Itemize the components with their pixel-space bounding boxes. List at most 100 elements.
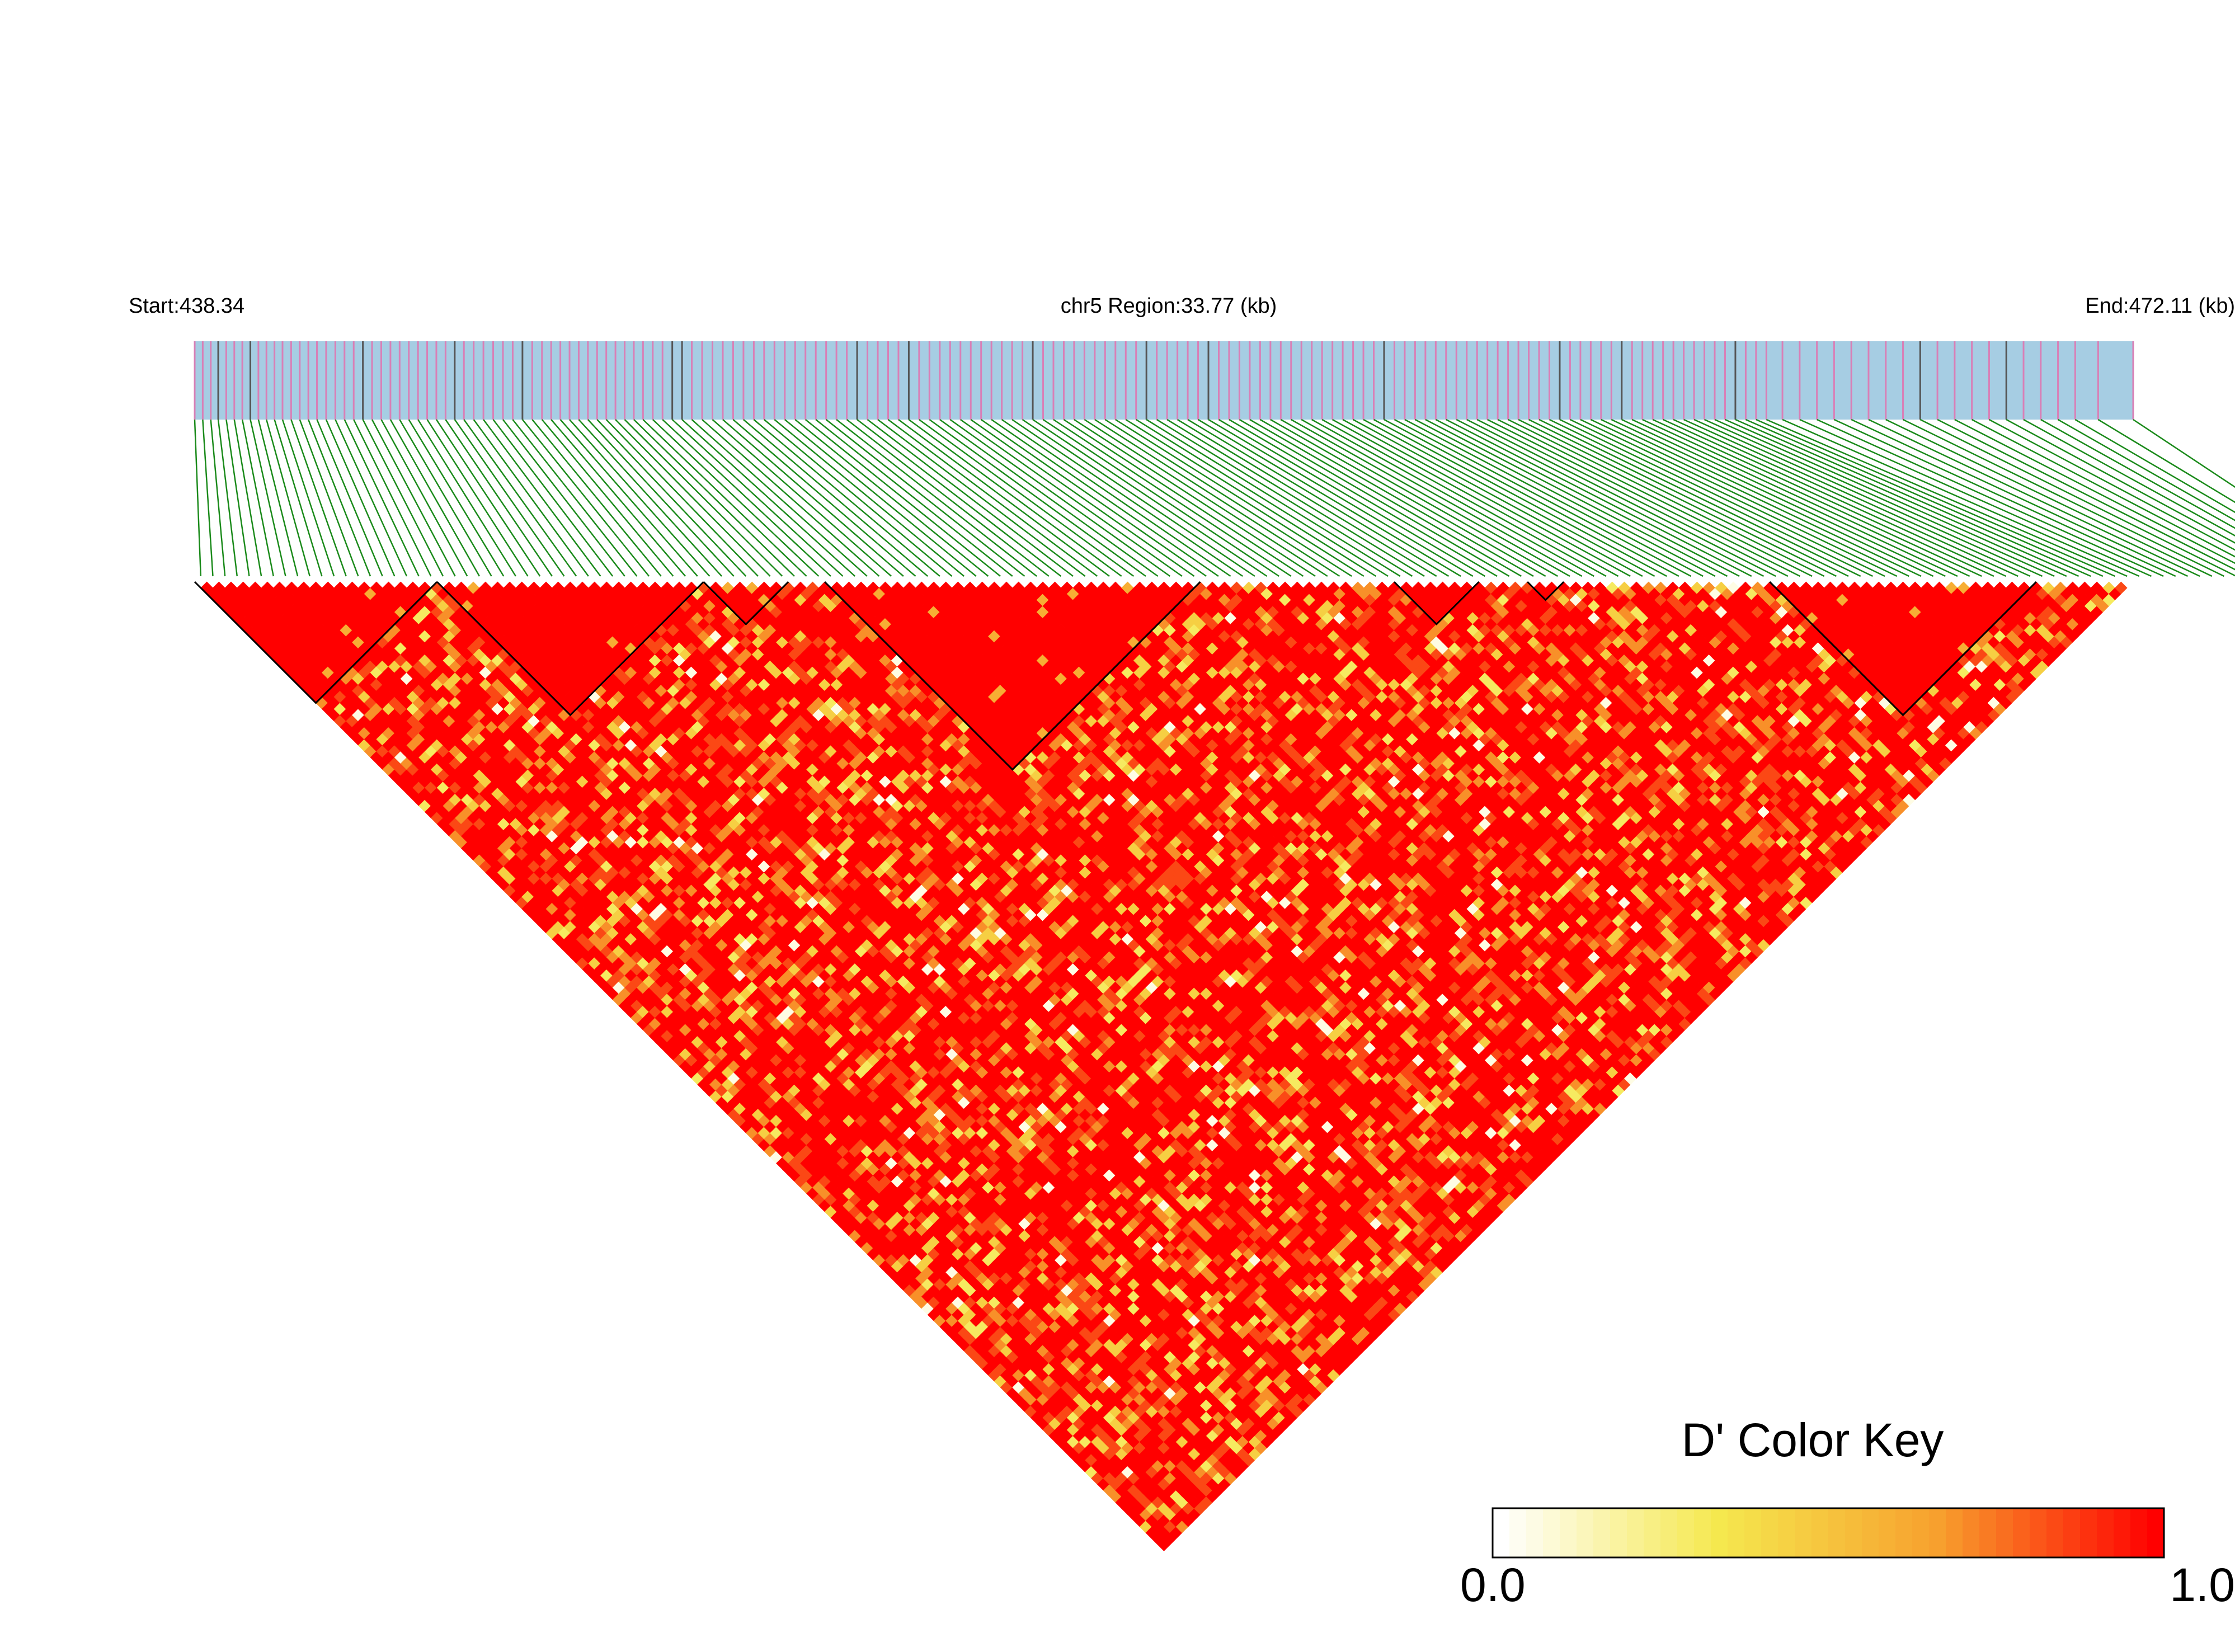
snp-connector bbox=[1919, 418, 2235, 577]
snp-connector bbox=[753, 419, 940, 577]
snp-connector bbox=[473, 419, 589, 577]
snp-connector bbox=[1508, 418, 1825, 577]
snp-connector bbox=[722, 419, 904, 577]
snp-connector bbox=[970, 418, 1195, 577]
snp-connector bbox=[929, 418, 1146, 577]
snp-connector bbox=[980, 418, 1207, 577]
snp-connector bbox=[426, 419, 529, 577]
snp-connector bbox=[1435, 418, 1740, 577]
snp-connector bbox=[702, 419, 880, 577]
snp-connector bbox=[1373, 418, 1667, 577]
snp-connector bbox=[1621, 418, 1958, 577]
snp-connector bbox=[225, 419, 250, 577]
snp-connector bbox=[1885, 418, 2213, 577]
snp-connector bbox=[1177, 418, 1437, 577]
snp-connector bbox=[1903, 418, 2224, 577]
snp-connector bbox=[492, 419, 614, 577]
snp-connector bbox=[1239, 418, 1510, 577]
snp-connector bbox=[949, 418, 1171, 577]
snp-connector bbox=[1363, 418, 1655, 577]
snp-connector bbox=[1125, 418, 1377, 577]
snp-connector bbox=[1094, 418, 1340, 577]
snp-connector bbox=[1166, 418, 1425, 577]
snp-connector bbox=[1580, 418, 1909, 577]
snp-connector bbox=[662, 419, 831, 577]
snp-connector bbox=[307, 419, 371, 577]
snp-connector bbox=[1611, 418, 1946, 577]
snp-connector bbox=[615, 419, 771, 577]
snp-connector bbox=[1631, 418, 1970, 577]
snp-connector bbox=[2074, 418, 2235, 514]
snp-connector bbox=[764, 419, 953, 577]
snp-connector bbox=[250, 419, 286, 577]
snp-connector-lines bbox=[194, 418, 2235, 577]
snp-connector bbox=[463, 419, 577, 577]
snp-connector bbox=[1042, 418, 1279, 577]
snp-connector bbox=[233, 419, 262, 577]
snp-connector bbox=[2097, 418, 2235, 503]
snp-connector bbox=[681, 419, 856, 577]
snp-connector bbox=[1342, 418, 1631, 577]
snp-connector bbox=[1063, 418, 1304, 577]
snp-connector bbox=[1799, 418, 2152, 577]
snp-connector bbox=[344, 419, 420, 577]
snp-connector bbox=[596, 419, 747, 577]
snp-connector bbox=[2006, 418, 2235, 544]
snp-connector bbox=[1782, 418, 2140, 577]
snp-connector bbox=[380, 419, 468, 577]
snp-connector bbox=[1971, 418, 2235, 558]
snp-connector bbox=[1756, 418, 2116, 577]
snp-connector bbox=[1208, 418, 1474, 577]
snp-connector bbox=[502, 419, 625, 577]
track-background bbox=[195, 341, 2133, 420]
snp-connector bbox=[743, 419, 929, 577]
snp-connector bbox=[559, 419, 698, 577]
snp-connector bbox=[624, 419, 783, 577]
snp-connector bbox=[1446, 418, 1752, 577]
snp-connector bbox=[1988, 418, 2235, 551]
snp-connector bbox=[1187, 418, 1450, 577]
snp-connector bbox=[325, 419, 396, 577]
snp-connector bbox=[274, 419, 323, 577]
snp-connector bbox=[1311, 418, 1594, 577]
snp-connector bbox=[1249, 418, 1522, 577]
snp-connector bbox=[784, 419, 977, 577]
snp-connector bbox=[1280, 418, 1558, 577]
snp-connector bbox=[1229, 418, 1498, 577]
snp-connector bbox=[1724, 418, 2079, 577]
snp-connector bbox=[1549, 418, 1873, 577]
snp-connector bbox=[774, 419, 964, 577]
snp-connector bbox=[898, 418, 1110, 577]
snp-connector bbox=[1001, 418, 1231, 577]
snp-connector bbox=[1714, 418, 2067, 577]
snp-connector bbox=[825, 419, 1025, 577]
snp-connector bbox=[1954, 418, 2235, 564]
snp-connector bbox=[1011, 418, 1243, 577]
snp-connector bbox=[1456, 418, 1765, 577]
snp-connector bbox=[399, 419, 492, 577]
snp-connector bbox=[1332, 418, 1619, 577]
snp-connector bbox=[1590, 418, 1922, 577]
snp-connector bbox=[908, 418, 1122, 577]
snp-connector bbox=[1673, 418, 2018, 577]
snp-connector bbox=[919, 418, 1135, 577]
snp-connector bbox=[1074, 418, 1316, 577]
snp-connector bbox=[732, 419, 916, 577]
snp-connector bbox=[691, 419, 868, 577]
snp-connector bbox=[1301, 418, 1583, 577]
snp-connector bbox=[1394, 418, 1692, 577]
snp-connector bbox=[550, 419, 686, 577]
snp-connector bbox=[335, 419, 408, 577]
snp-connector bbox=[642, 419, 807, 577]
snp-connector bbox=[804, 419, 1001, 577]
snp-connector bbox=[217, 419, 238, 577]
snp-connector bbox=[1146, 418, 1401, 577]
snp-connector bbox=[281, 419, 335, 577]
snp-connector bbox=[266, 419, 310, 577]
snp-connector bbox=[1693, 418, 2043, 577]
snp-connector bbox=[1197, 418, 1461, 577]
snp-connector bbox=[1766, 418, 2128, 577]
snp-connector bbox=[1414, 418, 1716, 577]
snp-connector bbox=[1497, 418, 1813, 577]
